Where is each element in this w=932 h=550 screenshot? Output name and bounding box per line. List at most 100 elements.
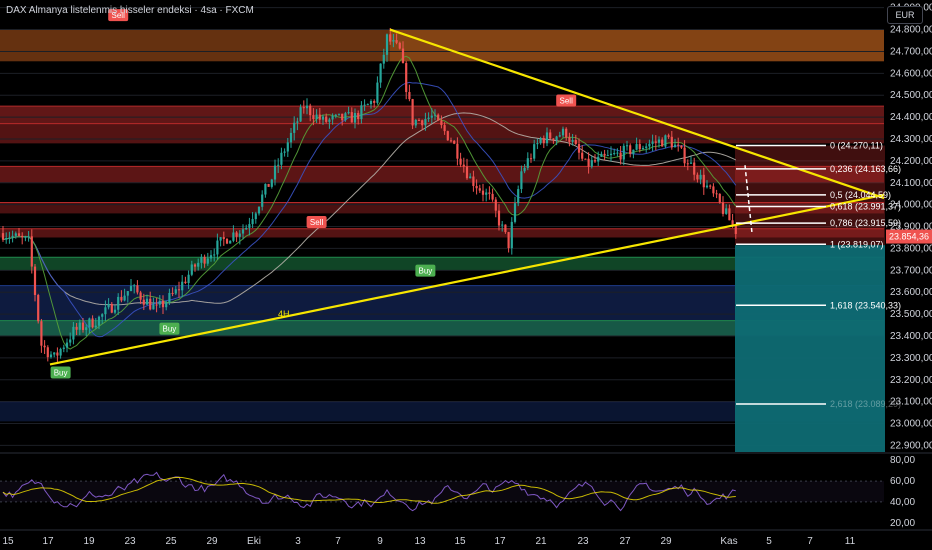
candle-body bbox=[232, 232, 235, 241]
candle-body bbox=[331, 115, 334, 120]
candle-body bbox=[696, 174, 699, 180]
candle-body bbox=[472, 176, 475, 186]
candle-body bbox=[78, 322, 81, 330]
candle-body bbox=[478, 188, 481, 191]
candle-body bbox=[8, 237, 11, 239]
candle-body bbox=[437, 114, 440, 121]
candle-body bbox=[334, 114, 337, 116]
candle-body bbox=[520, 171, 523, 190]
chart-title: DAX Almanya listelenmiş hisseler endeksi… bbox=[6, 5, 254, 16]
candles bbox=[1, 27, 737, 363]
rsi-tick-0: 80,00 bbox=[890, 455, 915, 466]
candle-body bbox=[136, 285, 139, 293]
candle-body bbox=[174, 289, 177, 294]
candle-body bbox=[504, 224, 507, 233]
candle-body bbox=[593, 160, 597, 162]
zone-5 bbox=[0, 228, 884, 238]
candle-body bbox=[638, 144, 641, 150]
signal-label-1: Sell bbox=[310, 218, 324, 227]
signal-box-5 bbox=[415, 264, 436, 277]
candle-body bbox=[571, 140, 574, 142]
time-tick-16: 29 bbox=[660, 536, 672, 547]
candle-body bbox=[475, 185, 478, 189]
candle-body bbox=[152, 304, 155, 310]
candle-body bbox=[558, 135, 561, 137]
candle-body bbox=[72, 326, 75, 340]
candle-body bbox=[574, 140, 577, 145]
price-tick-2: 24.700,00 bbox=[890, 46, 932, 57]
ma-line-2 bbox=[2, 55, 737, 350]
candle-body bbox=[229, 240, 232, 244]
candle-body bbox=[433, 114, 437, 116]
candle-body bbox=[417, 119, 421, 121]
currency-badge[interactable]: EUR bbox=[887, 6, 923, 24]
candle-body bbox=[81, 322, 85, 330]
candle-body bbox=[718, 193, 721, 203]
candle-body bbox=[126, 291, 129, 296]
candle-body bbox=[325, 116, 328, 122]
time-axis[interactable]: 15 17 19 23 25 29 Eki 3 7 9 13 15 17 21 23 27 29 Kas 5 7 11 bbox=[0, 529, 932, 547]
candle-body bbox=[405, 63, 408, 93]
candle-body bbox=[446, 131, 449, 141]
candle-body bbox=[536, 143, 539, 145]
candle-body bbox=[53, 352, 56, 355]
candle-body bbox=[142, 299, 145, 305]
price-tick-8: 24.100,00 bbox=[890, 178, 932, 189]
candle-body bbox=[459, 158, 462, 165]
signal-label-0: Sell bbox=[112, 11, 126, 20]
candle-body bbox=[293, 122, 296, 133]
time-tick-13: 21 bbox=[535, 536, 547, 547]
candle-body bbox=[613, 153, 616, 155]
candle-body bbox=[168, 292, 171, 303]
candle-body bbox=[21, 235, 24, 238]
candle-body bbox=[30, 236, 33, 267]
candle-body bbox=[155, 304, 158, 306]
rsi-tick-1: 60,00 bbox=[890, 476, 915, 487]
candle-body bbox=[731, 220, 734, 225]
candle-body bbox=[414, 119, 417, 126]
signal-box-4 bbox=[159, 322, 180, 335]
time-tick-8: 7 bbox=[335, 536, 341, 547]
candle-body bbox=[248, 224, 251, 228]
candle-body bbox=[75, 326, 78, 330]
candle-body bbox=[552, 138, 555, 141]
candle-body bbox=[257, 206, 261, 214]
candle-body bbox=[651, 141, 654, 144]
candle-body bbox=[734, 224, 737, 234]
time-tick-15: 27 bbox=[619, 536, 631, 547]
candle-body bbox=[670, 136, 673, 148]
price-tick-5: 24.400,00 bbox=[890, 112, 932, 123]
fib-levels[interactable]: 0 (24.270,11) 0,236 (24.163,66) 0,5 (24.04… bbox=[736, 141, 901, 409]
price-axis[interactable]: 24.900,0024.800,0024.700,0024.600,0024.5… bbox=[886, 3, 932, 452]
candle-body bbox=[27, 236, 30, 238]
candle-body bbox=[507, 232, 510, 249]
time-tick-2: 19 bbox=[83, 536, 95, 547]
current-price-box bbox=[886, 229, 932, 244]
candle-body bbox=[1, 233, 5, 240]
candle-body bbox=[709, 185, 712, 187]
candle-body bbox=[318, 114, 321, 120]
candle-body bbox=[264, 183, 267, 195]
candle-body bbox=[59, 348, 62, 356]
candle-body bbox=[337, 113, 341, 115]
signal-box-1 bbox=[306, 216, 327, 229]
candle-body bbox=[392, 40, 395, 42]
reward-box bbox=[735, 245, 885, 452]
candle-body bbox=[680, 145, 683, 148]
candle-body bbox=[667, 135, 670, 137]
candle-body bbox=[443, 125, 446, 132]
candle-body bbox=[565, 128, 568, 138]
candle-body bbox=[398, 42, 401, 49]
candle-body bbox=[427, 117, 430, 119]
price-tick-14: 23.500,00 bbox=[890, 309, 932, 320]
price-tick-6: 24.300,00 bbox=[890, 134, 932, 145]
zone-highlight bbox=[390, 29, 884, 62]
candle-body bbox=[584, 158, 587, 160]
ma-line-1 bbox=[2, 81, 737, 338]
candle-body bbox=[645, 146, 648, 148]
candle-body bbox=[382, 54, 385, 64]
candle-body bbox=[24, 236, 27, 238]
candle-body bbox=[389, 34, 392, 42]
price-tick-13: 23.600,00 bbox=[890, 287, 932, 298]
